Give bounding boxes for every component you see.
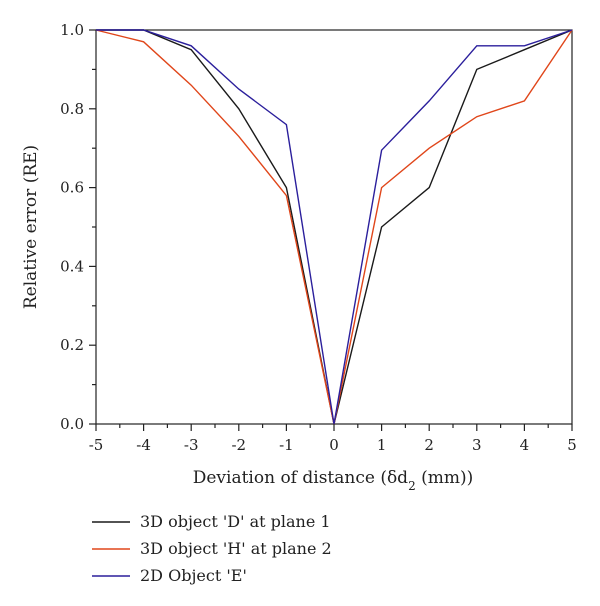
x-tick-label: 2 — [424, 436, 434, 454]
x-tick-label: 4 — [520, 436, 530, 454]
x-tick-label: 3 — [472, 436, 482, 454]
y-axis-label: Relative error (RE) — [21, 145, 41, 309]
y-tick-label: 0.6 — [60, 179, 84, 197]
x-tick-label: 5 — [567, 436, 577, 454]
plot-frame — [95, 29, 573, 425]
y-tick-label: 0.2 — [60, 336, 84, 354]
series-line-1 — [96, 29, 573, 425]
plot-area — [95, 29, 573, 425]
x-tick-label: -3 — [184, 436, 199, 454]
series-line-2 — [95, 29, 573, 425]
series-line-3 — [96, 29, 573, 425]
x-tick-label: -2 — [231, 436, 246, 454]
legend-label-3: 2D Object 'E' — [140, 566, 247, 585]
x-tick-label: -5 — [89, 436, 104, 454]
y-tick-label: 0.0 — [60, 415, 84, 433]
x-tick-label: 0 — [329, 436, 339, 454]
series-layer — [95, 29, 573, 425]
x-axis-label-suffix: (mm)) — [416, 468, 474, 488]
legend-label-1: 3D object 'D' at plane 1 — [140, 512, 331, 531]
x-tick-label: -1 — [279, 436, 294, 454]
y-tick-label: 1.0 — [60, 21, 84, 39]
legend-label-2: 3D object 'H' at plane 2 — [140, 539, 332, 558]
x-tick-label: 1 — [377, 436, 387, 454]
x-axis: -5 -4 -3 -2 -1 0 1 2 3 4 5 — [89, 424, 577, 454]
y-tick-label: 0.4 — [60, 257, 84, 275]
x-axis-label: Deviation of distance (δd2 (mm)) — [193, 468, 474, 493]
x-axis-label-main: Deviation of distance (δd — [193, 468, 408, 488]
x-axis-label-sub: 2 — [408, 479, 416, 493]
y-tick-label: 0.8 — [60, 100, 84, 118]
y-axis: 0.0 0.2 0.4 0.6 0.8 1.0 — [60, 21, 96, 433]
x-tick-label: -4 — [136, 436, 151, 454]
legend: 3D object 'D' at plane 1 3D object 'H' at… — [92, 512, 332, 585]
